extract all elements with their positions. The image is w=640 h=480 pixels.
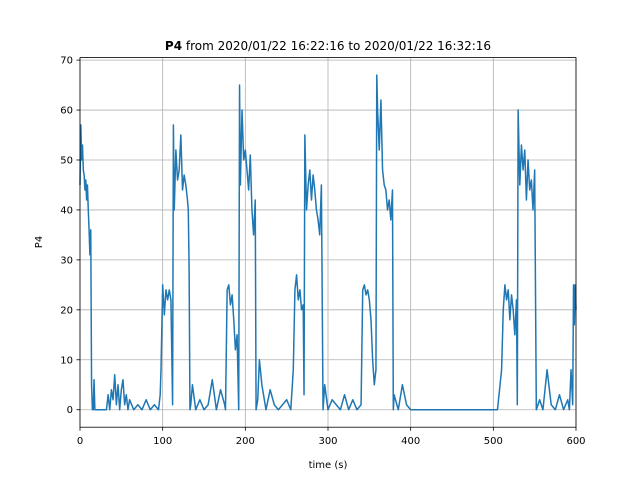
y-tick-label: 20	[60, 305, 73, 316]
y-axis-label: P4	[34, 236, 45, 248]
y-tick-label: 10	[60, 355, 73, 366]
y-tick-label: 40	[60, 205, 73, 216]
data-line	[79, 74, 577, 411]
y-tick-label: 0	[67, 405, 73, 416]
y-tick-label: 30	[60, 255, 73, 266]
x-tick-label: 0	[77, 436, 83, 447]
x-tick-label: 100	[153, 436, 172, 447]
plot-frame	[79, 57, 577, 428]
x-tick-label: 600	[566, 436, 585, 447]
x-tick-label: 400	[401, 436, 420, 447]
x-tick-label: 300	[318, 436, 337, 447]
y-tick-label: 60	[60, 106, 73, 117]
x-tick-label: 500	[484, 436, 503, 447]
x-tick-label: 200	[236, 436, 255, 447]
y-tick-label: 70	[60, 56, 73, 67]
y-tick-label: 50	[60, 155, 73, 166]
title-bold: P4	[165, 39, 182, 53]
chart-title: P4 from 2020/01/22 16:22:16 to 2020/01/2…	[165, 39, 491, 53]
title-rest: from 2020/01/22 16:22:16 to 2020/01/22 1…	[186, 39, 491, 53]
x-axis-label: time (s)	[309, 460, 348, 471]
